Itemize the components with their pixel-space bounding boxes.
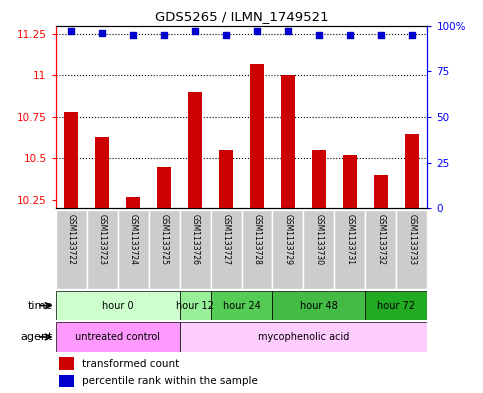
Bar [397,210,427,289]
Point [377,31,385,38]
Bar [343,155,357,208]
Point [67,28,75,34]
Bar [405,134,419,208]
Bar [56,322,180,352]
Bar [126,196,140,208]
Bar [86,210,117,289]
Bar [180,322,427,352]
Bar [366,210,397,289]
Bar [219,150,233,208]
Bar [149,210,180,289]
Bar [180,291,211,320]
Point [346,31,354,38]
Point [222,31,230,38]
Bar [56,210,86,289]
Point [160,31,168,38]
Bar [303,210,334,289]
Point [191,28,199,34]
Bar [95,137,109,208]
Bar [59,357,74,369]
Text: hour 12: hour 12 [176,301,214,310]
Bar [272,291,366,320]
Text: transformed count: transformed count [82,358,179,369]
Bar [117,210,149,289]
Point [315,31,323,38]
Text: GSM1133725: GSM1133725 [159,214,169,265]
Text: GSM1133722: GSM1133722 [67,214,75,265]
Point [129,31,137,38]
Text: GSM1133726: GSM1133726 [190,214,199,265]
Text: GSM1133727: GSM1133727 [222,214,230,265]
Text: time: time [28,301,53,310]
Bar [64,112,78,208]
Text: GSM1133723: GSM1133723 [98,214,107,265]
Point [284,28,292,34]
Text: untreated control: untreated control [75,332,160,342]
Bar [250,64,264,208]
Point [408,31,416,38]
Text: hour 48: hour 48 [300,301,338,310]
Text: GSM1133729: GSM1133729 [284,214,293,265]
Text: GSM1133724: GSM1133724 [128,214,138,265]
Bar [180,210,211,289]
Text: agent: agent [21,332,53,342]
Bar [334,210,366,289]
Text: GSM1133730: GSM1133730 [314,214,324,265]
Point [253,28,261,34]
Text: GDS5265 / ILMN_1749521: GDS5265 / ILMN_1749521 [155,10,328,23]
Bar [312,150,326,208]
Bar [242,210,272,289]
Text: hour 0: hour 0 [102,301,133,310]
Bar [188,92,202,208]
Text: GSM1133733: GSM1133733 [408,214,416,265]
Bar [366,291,427,320]
Bar [157,167,171,208]
Text: GSM1133731: GSM1133731 [345,214,355,265]
Text: mycophenolic acid: mycophenolic acid [258,332,349,342]
Text: GSM1133728: GSM1133728 [253,214,261,265]
Text: GSM1133732: GSM1133732 [376,214,385,265]
Text: hour 24: hour 24 [223,301,260,310]
Bar [374,175,388,208]
Point [98,30,106,36]
Bar [281,75,295,208]
Bar [211,210,242,289]
Bar [56,291,180,320]
Bar [272,210,303,289]
Text: percentile rank within the sample: percentile rank within the sample [82,376,257,386]
Bar [59,375,74,387]
Bar [211,291,272,320]
Text: hour 72: hour 72 [377,301,415,310]
